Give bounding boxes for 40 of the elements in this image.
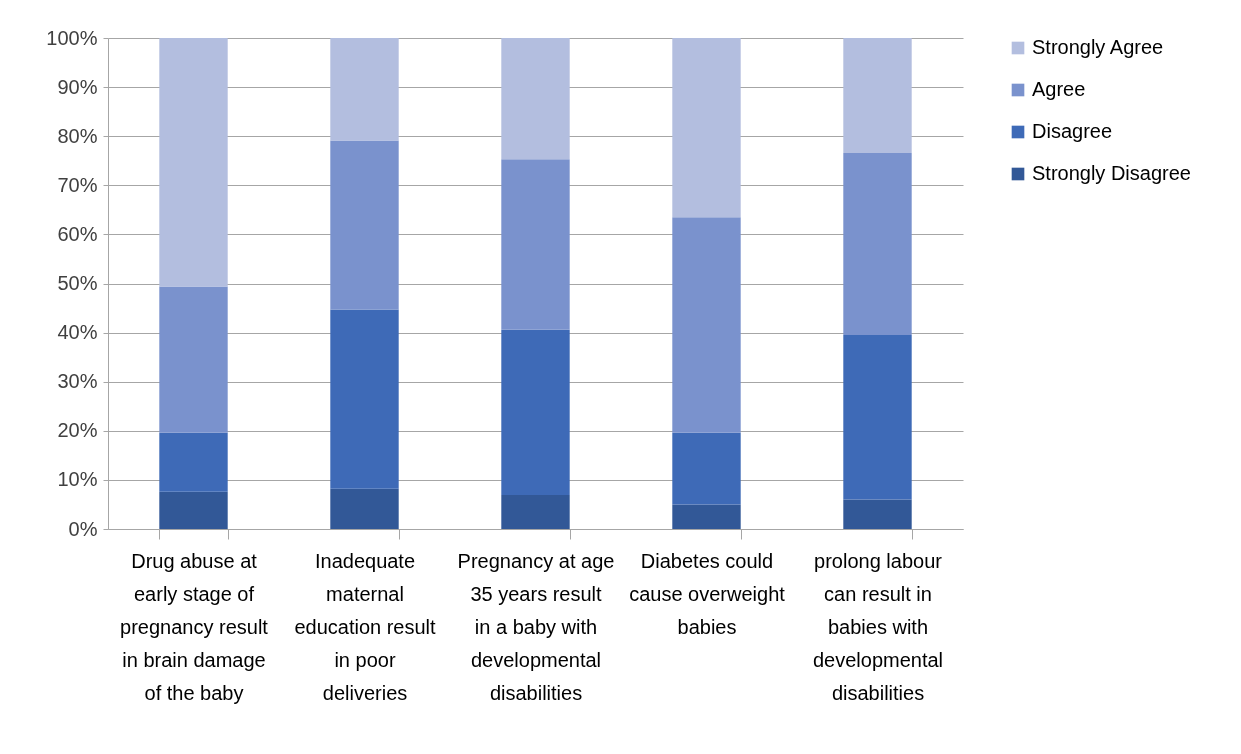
y-tick-label: 100% [46, 26, 98, 49]
y-tick-label: 20% [57, 419, 98, 442]
x-tick-label: Pregnancy at age 35 years result in a baby with developmental disabilities [457, 549, 615, 704]
legend-label: Strongly Disagree [1032, 162, 1191, 184]
bar [330, 38, 399, 141]
y-tick-label: 80% [57, 124, 98, 147]
bar [672, 432, 741, 505]
bar [843, 38, 912, 153]
bar [501, 329, 570, 496]
bar [672, 217, 741, 433]
legend-label: Agree [1032, 78, 1086, 100]
bar [159, 432, 228, 492]
bar [330, 140, 399, 310]
bar [672, 504, 741, 529]
x-tick-label: prolong labour can result in babies with developmental disabilities [812, 549, 944, 704]
y-tick-label: 60% [57, 222, 98, 245]
bar [159, 491, 228, 529]
bar [330, 309, 399, 489]
y-tick-label: 50% [57, 272, 98, 294]
y-tick-label: 90% [57, 75, 98, 98]
y-tick-label: 30% [57, 370, 98, 393]
bar [843, 335, 912, 500]
bar [159, 38, 228, 287]
bar [843, 499, 912, 529]
x-tick-label: Inadequate maternal education result in poor deliveries [294, 549, 437, 704]
legend-label: Strongly Agree [1032, 36, 1164, 58]
y-tick-label: 10% [57, 468, 98, 491]
y-tick-label: 40% [57, 321, 98, 344]
bar [159, 286, 228, 433]
bar [843, 152, 912, 336]
bar [501, 159, 570, 330]
x-tick-label: Diabetes could cause overweight babies [629, 549, 786, 638]
bar [501, 495, 570, 529]
bar [501, 38, 570, 160]
x-tick-label: Drug abuse at early stage of pregnancy result in brain damage of the baby [120, 549, 269, 704]
y-tick-label: 0% [68, 517, 98, 540]
y-tick-label: 70% [57, 173, 98, 196]
legend-label: Disagree [1032, 120, 1113, 142]
bar [330, 488, 399, 529]
bar [672, 38, 741, 218]
